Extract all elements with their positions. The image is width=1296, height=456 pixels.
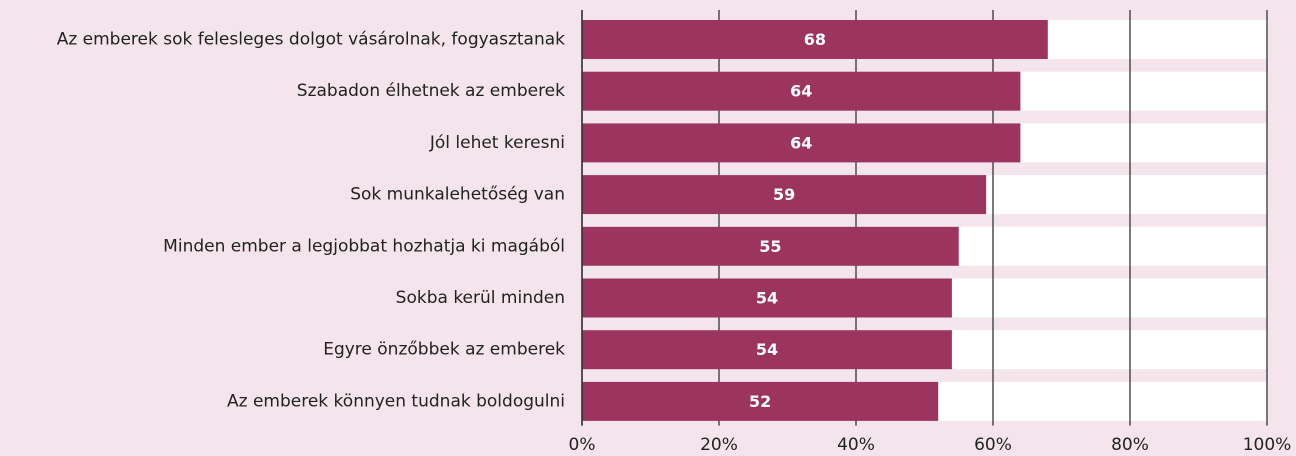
bar <box>582 278 952 318</box>
bar <box>582 175 987 215</box>
y-tick-label: Minden ember a legjobbat hozhatja ki mag… <box>163 236 565 256</box>
x-tick-label: 40% <box>837 435 875 455</box>
value-label: 59 <box>773 185 795 204</box>
bar <box>582 226 959 266</box>
value-label: 55 <box>759 237 781 256</box>
bar <box>582 381 939 421</box>
x-tick-label: 20% <box>700 435 738 455</box>
bar <box>582 20 1048 59</box>
value-label: 64 <box>790 82 812 101</box>
value-label: 68 <box>804 30 826 49</box>
bar <box>582 123 1021 163</box>
x-tick-label: 60% <box>974 435 1012 455</box>
x-tick-label: 0% <box>569 435 596 455</box>
x-tick-label: 80% <box>1111 435 1149 455</box>
y-tick-label: Sokba kerül minden <box>396 288 565 308</box>
y-tick-label: Sok munkalehetőség van <box>350 185 565 205</box>
y-tick-label: Jól lehet keresni <box>429 133 565 153</box>
x-tick-label: 100% <box>1243 435 1292 455</box>
value-label: 64 <box>790 133 812 152</box>
y-tick-label: Egyre önzőbbek az emberek <box>323 340 565 360</box>
y-tick-label: Az emberek könnyen tudnak boldogulni <box>227 391 565 411</box>
y-tick-label: Szabadon élhetnek az emberek <box>297 81 565 101</box>
value-label: 54 <box>756 340 778 359</box>
y-tick-label: Az emberek sok felesleges dolgot vásárol… <box>57 30 565 50</box>
bar <box>582 330 952 370</box>
value-label: 52 <box>749 392 771 411</box>
value-label: 54 <box>756 289 778 308</box>
bar <box>582 71 1021 111</box>
